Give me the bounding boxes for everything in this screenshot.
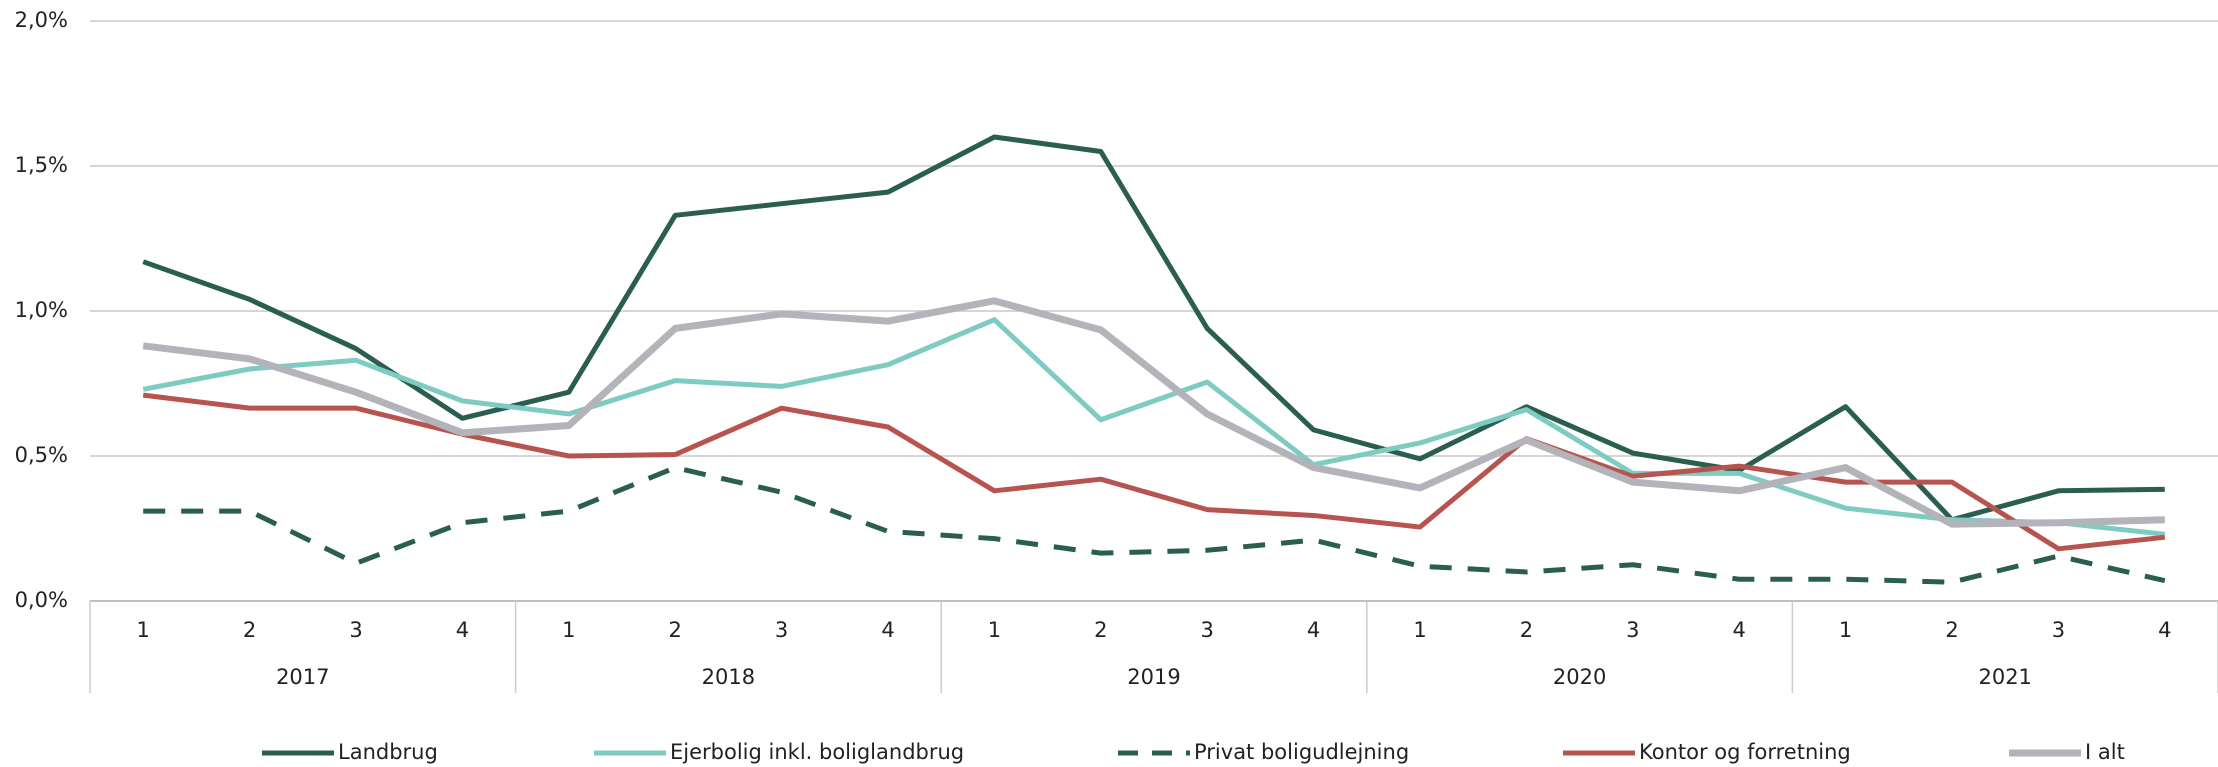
x-tick-label: 2	[669, 618, 682, 642]
x-tick-label: 4	[2158, 618, 2171, 642]
y-tick-label: 1,0%	[15, 298, 68, 322]
x-group-label: 2018	[702, 665, 755, 689]
x-tick-label: 3	[1626, 618, 1639, 642]
series-line	[143, 465, 2166, 585]
y-tick-label: 0,0%	[15, 588, 68, 612]
x-tick-label: 1	[1839, 618, 1852, 642]
series-line	[142, 297, 2165, 528]
legend-label: I alt	[2085, 740, 2125, 764]
x-tick-label: 3	[349, 618, 362, 642]
y-tick-label: 1,5%	[15, 153, 68, 177]
legend-label: Ejerbolig inkl. boliglandbrug	[670, 740, 964, 764]
y-tick-label: 0,5%	[15, 443, 68, 467]
x-tick-label: 4	[1307, 618, 1320, 642]
x-tick-label: 2	[1945, 618, 1958, 642]
x-tick-label: 2	[1094, 618, 1107, 642]
x-group-label: 2021	[1978, 665, 2031, 689]
x-tick-label: 2	[243, 618, 256, 642]
x-tick-label: 4	[456, 618, 469, 642]
x-tick-label: 2	[1520, 618, 1533, 642]
x-tick-label: 4	[881, 618, 894, 642]
x-group-label: 2020	[1553, 665, 1606, 689]
legend-label: Privat boligudlejning	[1194, 740, 1409, 764]
x-tick-label: 3	[775, 618, 788, 642]
series-line	[142, 317, 2166, 537]
legend-label: Landbrug	[338, 740, 438, 764]
series-line	[142, 134, 2165, 523]
x-tick-label: 4	[1733, 618, 1746, 642]
x-tick-label: 1	[562, 618, 575, 642]
series-line	[142, 392, 2166, 552]
x-tick-label: 3	[2052, 618, 2065, 642]
x-group-label: 2017	[276, 665, 329, 689]
x-group-label: 2019	[1127, 665, 1180, 689]
x-tick-label: 1	[1413, 618, 1426, 642]
y-tick-label: 2,0%	[15, 8, 68, 32]
x-tick-label: 1	[137, 618, 150, 642]
x-tick-label: 3	[1201, 618, 1214, 642]
legend-label: Kontor og forretning	[1639, 740, 1851, 764]
x-tick-label: 1	[988, 618, 1001, 642]
